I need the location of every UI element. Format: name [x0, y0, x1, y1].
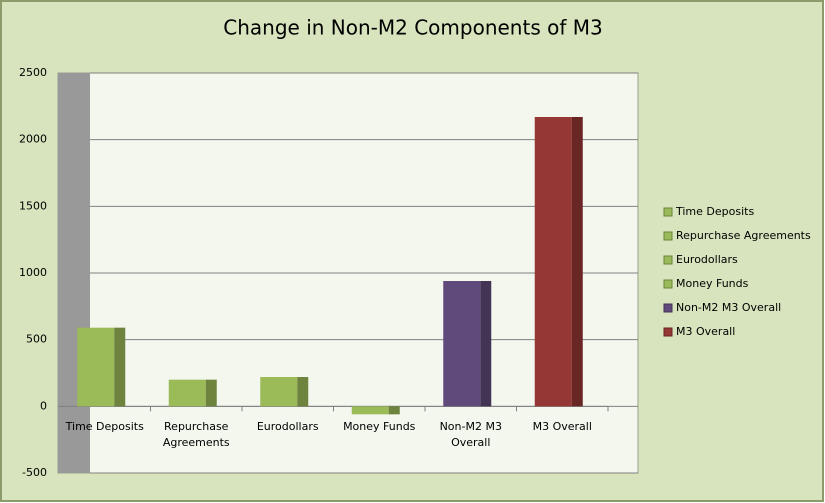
- y-tick-label: 0: [40, 399, 47, 412]
- legend-swatch: [663, 207, 673, 217]
- y-tick-label: 2000: [19, 133, 47, 146]
- y-tick-label: 1500: [19, 199, 47, 212]
- y-tick-label: 1000: [19, 266, 47, 279]
- bar: [168, 379, 206, 407]
- bar-side: [480, 281, 492, 407]
- y-tick-label: 500: [26, 333, 47, 346]
- bar-side: [388, 406, 400, 415]
- bar: [260, 377, 298, 407]
- legend-swatch: [663, 327, 673, 337]
- bar: [351, 406, 389, 415]
- y-tick-label: -500: [22, 466, 47, 479]
- legend-label: Repurchase Agreements: [676, 229, 811, 242]
- side-wall: [58, 73, 90, 473]
- x-tick-label: Time Deposits: [65, 420, 144, 433]
- bar: [443, 281, 481, 407]
- x-tick-label: Repurchase Agreements: [162, 420, 230, 449]
- legend-label: Eurodollars: [676, 253, 738, 266]
- x-tick-label: Money Funds: [343, 420, 416, 433]
- legend-swatch: [663, 279, 673, 289]
- x-tick-label: Non-M2 M3 Overall: [439, 420, 502, 449]
- x-tick-label: M3 Overall: [532, 420, 592, 433]
- chart-title: Change in Non-M2 Components of M3: [223, 16, 602, 40]
- legend-swatch: [663, 231, 673, 241]
- bar: [534, 117, 572, 407]
- bar: [77, 327, 115, 407]
- legend-swatch: [663, 303, 673, 313]
- legend-label: Money Funds: [676, 277, 749, 290]
- x-tick-label: Eurodollars: [256, 420, 319, 433]
- y-tick-label: 2500: [19, 66, 47, 79]
- legend-label: Time Deposits: [675, 205, 754, 218]
- bar-side: [297, 377, 309, 407]
- bar-side: [571, 117, 583, 407]
- legend-label: M3 Overall: [676, 325, 735, 338]
- bar-side: [114, 327, 126, 407]
- bar-side: [205, 379, 217, 407]
- legend-label: Non-M2 M3 Overall: [676, 301, 781, 314]
- legend-swatch: [663, 255, 673, 265]
